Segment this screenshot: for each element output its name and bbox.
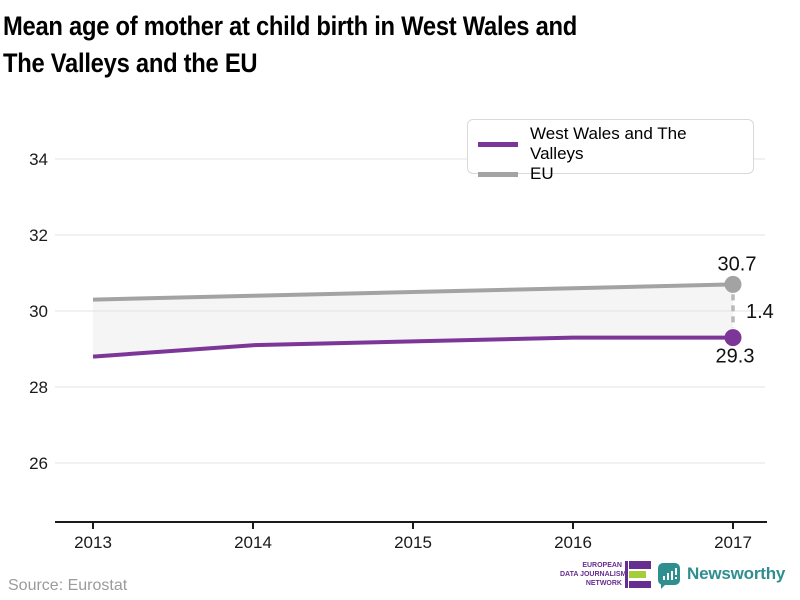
- edjn-logo-text: EUROPEAN DATA JOURNALISM NETWORK: [560, 561, 627, 588]
- west-wales-line: [92, 335, 733, 359]
- chart-title-line-1: Mean age of mother at child birth in Wes…: [3, 11, 578, 41]
- legend-item-west-wales: West Wales and The Valleys: [478, 124, 743, 164]
- eu-line: [92, 282, 734, 302]
- west-wales-end-value-label: 29.3: [716, 346, 755, 368]
- x-tick-label: 2016: [554, 533, 592, 552]
- newsworthy-logo: Newsworthy: [658, 563, 786, 589]
- y-tick-label: 28: [29, 378, 48, 397]
- y-tick-label: 26: [29, 454, 48, 473]
- source-note: Source: Eurostat: [8, 577, 128, 594]
- eu-line-swatch: [478, 171, 518, 177]
- x-tick-label: 2017: [714, 533, 752, 552]
- edjn-e-mark-icon: [625, 561, 651, 588]
- legend-label-west-wales: West Wales and The Valleys: [530, 124, 687, 163]
- y-tick-label: 34: [29, 150, 48, 169]
- legend-label-eu: EU: [530, 164, 554, 183]
- newsworthy-chart-bubble-icon: [658, 563, 680, 589]
- x-tick-label: 2015: [394, 533, 432, 552]
- newsworthy-logo-text: Newsworthy: [687, 564, 786, 583]
- edjn-mark-bar-middle: [629, 570, 646, 579]
- edjn-line-network: NETWORK: [585, 580, 622, 587]
- edjn-mark-vertical-bar: [625, 561, 628, 588]
- edjn-logo: EUROPEAN DATA JOURNALISM NETWORK: [560, 561, 651, 588]
- y-axis: 26 28 30 32 34: [29, 150, 765, 473]
- x-tick-label: 2014: [234, 533, 272, 552]
- x-axis: 2013 2014 2015 2016 2017: [55, 521, 767, 552]
- y-tick-label: 30: [29, 302, 48, 321]
- chart-title: Mean age of mother at child birth in Wes…: [3, 8, 689, 82]
- west-wales-end-dot: [724, 329, 742, 347]
- edjn-mark-bar-bottom: [629, 580, 651, 588]
- chart-title-line-2: The Valleys and the EU: [3, 48, 258, 78]
- y-tick-label: 32: [29, 226, 48, 245]
- edjn-line-european: EUROPEAN: [582, 562, 622, 569]
- edjn-mark-bar-top: [629, 561, 651, 569]
- edjn-line-data-journalism: DATA JOURNALISM: [560, 571, 627, 578]
- gap-value-label: 1.4: [746, 301, 774, 323]
- legend-item-eu: EU: [478, 164, 743, 184]
- x-tick-label: 2013: [74, 533, 112, 552]
- west-wales-line-swatch: [478, 141, 518, 147]
- eu-end-value-label: 30.7: [718, 253, 757, 275]
- eu-end-dot: [724, 275, 742, 293]
- legend: West Wales and The Valleys EU: [467, 119, 754, 183]
- between-lines-band: [93, 284, 733, 357]
